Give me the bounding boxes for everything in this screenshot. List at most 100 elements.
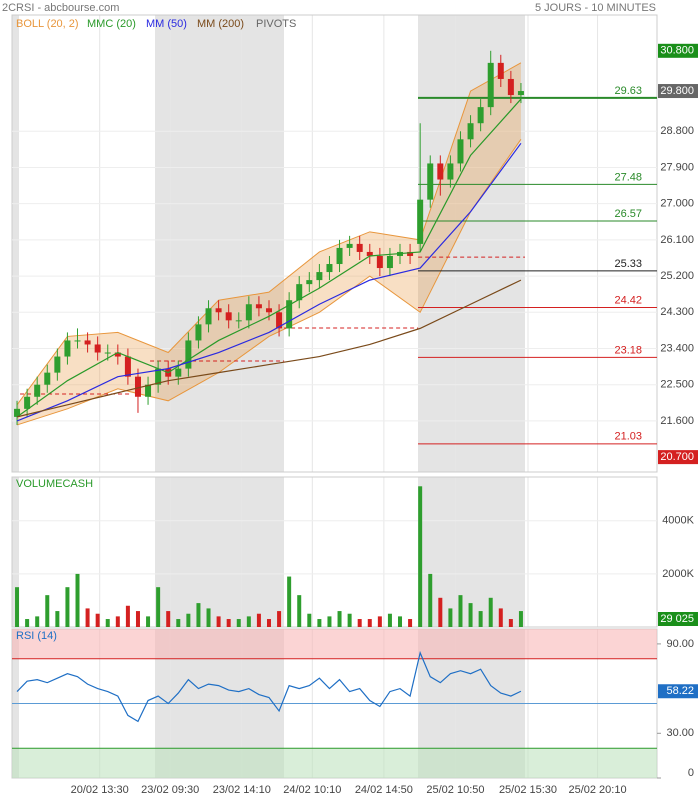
pivot-label: 29.63 xyxy=(614,85,642,97)
candle-body xyxy=(386,255,393,269)
candle-body xyxy=(376,255,383,269)
pivot-label: 21.03 xyxy=(614,431,642,443)
volume-bar xyxy=(156,587,161,627)
candle-body xyxy=(64,340,71,357)
candle-body xyxy=(306,280,313,285)
bollinger-upper xyxy=(16,62,522,406)
x-tick-label: 23/02 14:10 xyxy=(213,784,271,796)
volume-bar xyxy=(15,587,20,627)
volume-bar xyxy=(206,608,211,627)
volume-bar xyxy=(85,608,90,627)
candle-body xyxy=(24,396,31,409)
volume-bar xyxy=(166,611,171,627)
x-tick-label: 24/02 14:50 xyxy=(355,784,413,796)
legend-item: MM (200) xyxy=(197,18,244,30)
volume-bar xyxy=(135,611,140,627)
candle-body xyxy=(34,384,41,397)
candle-body xyxy=(145,384,152,397)
moving-average xyxy=(16,98,522,418)
candle-body xyxy=(225,312,232,321)
candle-body xyxy=(205,308,212,325)
price-marker-label: 29.800 xyxy=(660,85,694,97)
volume-bar xyxy=(488,597,493,627)
x-tick-label: 25/02 15:30 xyxy=(499,784,557,796)
candle-body xyxy=(14,408,21,417)
volume-bar xyxy=(327,616,332,627)
volume-bar xyxy=(95,613,100,627)
candle-body xyxy=(74,340,81,342)
y-tick-label: 26.100 xyxy=(660,234,694,246)
volume-bar xyxy=(377,616,382,627)
rsi-marker xyxy=(658,684,698,699)
pivot-label: 24.42 xyxy=(614,294,642,306)
candle-body xyxy=(155,368,162,385)
volume-bar xyxy=(357,619,362,627)
volume-bar xyxy=(448,608,453,627)
x-tick-label: 25/02 10:50 xyxy=(426,784,484,796)
legend-item: PIVOTS xyxy=(256,18,296,30)
legend-item: BOLL (20, 2) xyxy=(16,18,79,30)
legend-item: MM (50) xyxy=(146,18,187,30)
candle-body xyxy=(457,139,464,164)
candle-body xyxy=(477,107,484,124)
session-shade xyxy=(12,477,19,627)
volume-bar xyxy=(287,576,292,627)
volume-bar xyxy=(498,608,503,627)
volume-bar xyxy=(216,616,221,627)
volume-bar xyxy=(468,603,473,627)
y-tick-label: 0 xyxy=(688,767,694,779)
overbought-zone xyxy=(12,629,657,659)
volume-marker xyxy=(658,612,698,626)
x-tick-label: 24/02 10:10 xyxy=(283,784,341,796)
y-tick-label: 22.500 xyxy=(660,379,694,391)
candle-body xyxy=(124,356,131,377)
candle-body xyxy=(195,324,202,341)
y-tick-label: 2000K xyxy=(662,568,694,580)
volume-bar xyxy=(478,611,483,627)
panel-frame xyxy=(11,14,658,473)
candle-body xyxy=(255,304,262,309)
y-tick-label: 90.00 xyxy=(666,638,694,650)
candle-body xyxy=(346,243,353,248)
pivot-label: 23.18 xyxy=(614,344,642,356)
candle-body xyxy=(497,62,504,79)
volume-bar xyxy=(65,587,70,627)
volume-bar xyxy=(236,619,241,627)
volume-bar xyxy=(266,619,271,627)
volume-bar xyxy=(418,486,423,627)
candle-body xyxy=(276,312,283,329)
rsi-line xyxy=(16,650,522,723)
candle-body xyxy=(286,300,293,329)
candle-body xyxy=(366,251,373,256)
volume-bar xyxy=(186,613,191,627)
volume-bar xyxy=(518,611,523,627)
volume-bar xyxy=(347,613,352,627)
session-shade xyxy=(12,15,19,472)
candle-body xyxy=(336,247,343,265)
candle-body xyxy=(265,308,272,313)
volume-bar xyxy=(408,619,413,627)
moving-average xyxy=(16,279,522,418)
y-tick-label: 25.200 xyxy=(660,270,694,282)
rsi-marker-label: 58.22 xyxy=(666,685,694,697)
volume-bar xyxy=(115,616,120,627)
candle-body xyxy=(447,163,454,180)
price-marker-label: 30.800 xyxy=(660,45,694,57)
candle-body xyxy=(507,78,514,96)
pivot-label: 25.33 xyxy=(614,258,642,270)
candle-body xyxy=(235,320,242,322)
period-label: 5 JOURS - 10 MINUTES xyxy=(535,2,656,14)
session-shade xyxy=(418,15,525,472)
panel-frame xyxy=(11,476,658,628)
panel-title: VOLUMECASH xyxy=(16,478,93,490)
x-tick-label: 20/02 13:30 xyxy=(71,784,129,796)
symbol-title: 2CRSI - abcbourse.com xyxy=(2,2,119,14)
volume-bar xyxy=(246,616,251,627)
candle-body xyxy=(245,304,252,321)
price-marker xyxy=(658,450,698,465)
volume-bar xyxy=(196,603,201,627)
y-tick-label: 23.400 xyxy=(660,342,694,354)
y-tick-label: 24.300 xyxy=(660,306,694,318)
candle-body xyxy=(104,352,111,354)
candle-body xyxy=(487,62,494,108)
